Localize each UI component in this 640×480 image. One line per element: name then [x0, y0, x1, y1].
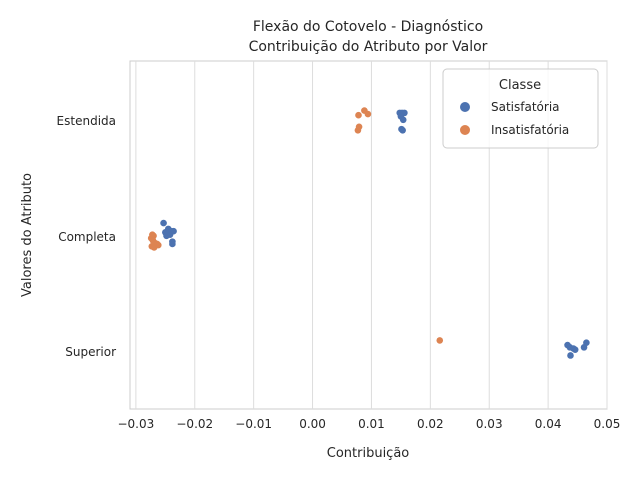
grid-lines — [135, 61, 608, 409]
data-point — [160, 219, 167, 227]
data-point — [163, 232, 170, 240]
x-tick-label: 0.03 — [476, 417, 503, 431]
legend-marker-satisfatoria — [460, 102, 470, 112]
legend-title: Classe — [499, 78, 541, 93]
x-tick-label: −0.01 — [235, 417, 272, 431]
chart-title: Flexão do Cotovelo - Diagnóstico Contrib… — [249, 19, 488, 55]
y-axis-label: Valores do Atributo — [20, 173, 35, 297]
legend-marker-insatisfatoria — [460, 125, 470, 135]
chart-title-line-2: Contribuição do Atributo por Valor — [249, 39, 488, 55]
x-tick-label: 0.01 — [358, 417, 385, 431]
x-axis-ticks: −0.03 −0.02 −0.01 0.00 0.01 0.02 0.03 0.04 0.05 — [117, 417, 620, 431]
data-point — [354, 126, 362, 134]
data-point — [399, 116, 407, 124]
data-point — [436, 337, 444, 344]
data-point — [355, 111, 362, 119]
data-point — [567, 352, 574, 359]
legend-label-insatisfatoria: Insatisfatória — [491, 123, 569, 137]
chart-title-line-1: Flexão do Cotovelo - Diagnóstico — [253, 19, 483, 35]
data-point — [364, 110, 372, 118]
data-point — [169, 240, 176, 248]
x-axis-label: Contribuição — [327, 446, 410, 461]
x-tick-label: −0.02 — [176, 417, 213, 431]
x-tick-label: 0.02 — [417, 417, 444, 431]
y-tick-label: Estendida — [57, 114, 116, 128]
y-axis-ticks: Estendida Completa Superior — [57, 114, 117, 359]
x-tick-label: 0.00 — [299, 417, 326, 431]
y-tick-label: Completa — [58, 230, 116, 244]
data-point — [580, 344, 588, 351]
data-points — [147, 107, 590, 359]
data-point — [571, 346, 579, 353]
x-tick-label: 0.04 — [535, 417, 562, 431]
legend: Classe Satisfatória Insatisfatória — [442, 68, 599, 149]
legend-box — [442, 68, 599, 149]
legend-label-satisfatoria: Satisfatória — [491, 100, 560, 114]
y-tick-label: Superior — [65, 345, 116, 359]
data-point — [399, 126, 406, 134]
x-tick-label: −0.03 — [117, 417, 154, 431]
x-tick-label: 0.05 — [594, 417, 621, 431]
data-point — [150, 244, 158, 251]
